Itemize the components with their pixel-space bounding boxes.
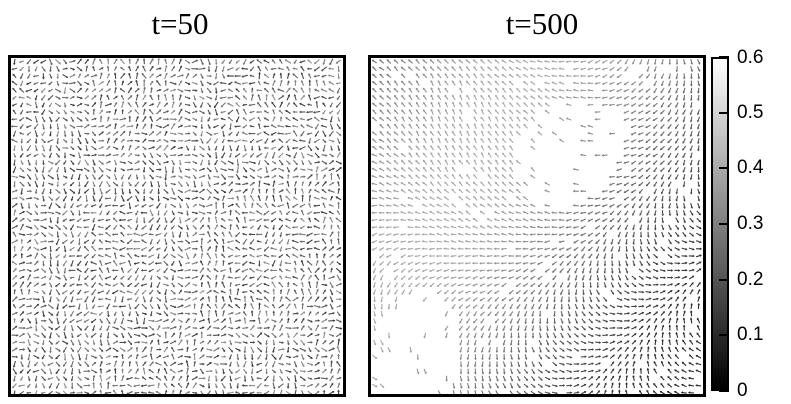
vector-field-plot-t50 xyxy=(11,58,343,394)
colorbar-tick xyxy=(719,167,729,170)
colorbar-tick-label: 0.4 xyxy=(737,157,764,179)
vector-field-panel-t50 xyxy=(8,55,346,397)
colorbar-tick xyxy=(719,390,729,392)
colorbar-tick-label: 0.3 xyxy=(737,213,764,234)
colorbar-tick xyxy=(719,223,729,225)
colorbar-tick-label: 0.2 xyxy=(737,268,764,290)
colorbar-tick xyxy=(719,334,729,337)
colorbar-tick-label: 0.1 xyxy=(737,324,764,346)
colorbar-tick-label: 0 xyxy=(737,380,748,401)
panel-title-t500: t=500 xyxy=(505,6,579,41)
colorbar-tick xyxy=(719,278,729,281)
vector-arrows xyxy=(11,58,343,394)
colorbar-tick-label: 0.5 xyxy=(737,101,764,123)
panel-title-t50: t=50 xyxy=(151,6,209,41)
colorbar-tick-label: 0.6 xyxy=(737,47,764,68)
colorbar-tick xyxy=(719,111,729,114)
vector-field-plot-t500 xyxy=(371,58,703,394)
vector-arrows xyxy=(371,58,703,394)
vector-field-panel-t500 xyxy=(368,55,706,397)
colorbar-tick xyxy=(719,56,729,58)
